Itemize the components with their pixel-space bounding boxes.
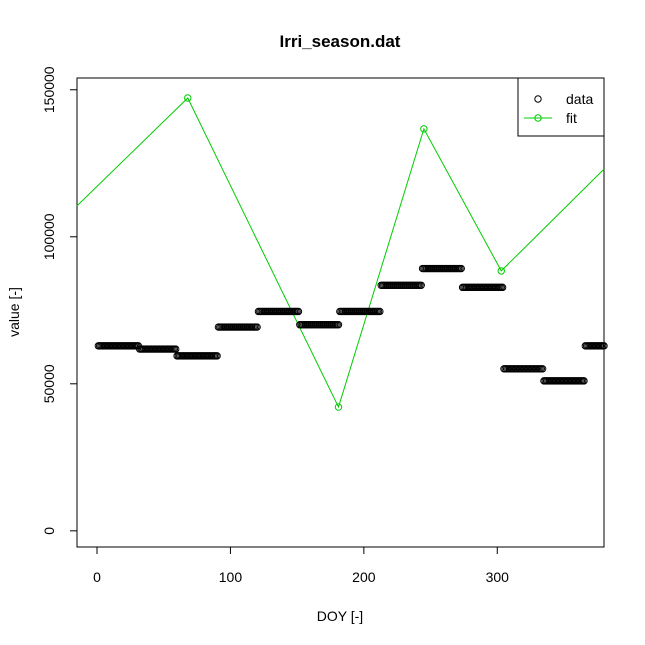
data-point <box>172 345 180 353</box>
data-point <box>580 377 588 385</box>
fit-point <box>420 125 428 133</box>
fit-point <box>334 403 343 411</box>
data-point <box>253 323 261 331</box>
legend-data-label: data <box>566 91 593 107</box>
data-point <box>376 307 384 316</box>
x-tick-label: 0 <box>93 569 101 585</box>
legend-box <box>517 77 605 137</box>
x-axis: 0 100 200 300 <box>93 546 510 585</box>
data-point <box>498 283 507 292</box>
x-axis-label: DOY [-] <box>317 608 363 624</box>
x-tick-label: 100 <box>219 569 243 585</box>
y-tick-label: 100000 <box>41 213 57 260</box>
y-tick-label: 0 <box>41 527 57 535</box>
y-tick-label: 50000 <box>41 364 57 403</box>
legend: data fit <box>517 77 605 137</box>
legend-fit-marker <box>534 114 542 122</box>
data-point <box>417 281 425 290</box>
legend-data-marker <box>534 95 542 103</box>
fit-point <box>184 94 192 102</box>
y-tick-label: 150000 <box>41 66 57 113</box>
chart-title: Irri_season.dat <box>280 32 401 51</box>
x-tick-label: 300 <box>486 569 510 585</box>
data-series <box>94 264 608 385</box>
y-axis-label: value [-] <box>6 287 22 337</box>
legend-fit-label: fit <box>566 110 577 126</box>
data-point <box>294 307 303 316</box>
data-point <box>538 365 547 373</box>
fit-point <box>497 267 505 275</box>
data-point <box>213 352 221 360</box>
x-tick-label: 200 <box>352 569 376 585</box>
y-axis: 0 50000 100000 150000 <box>41 66 78 535</box>
fit-series <box>76 94 605 411</box>
fit-line <box>76 97 605 409</box>
data-point <box>600 342 608 350</box>
data-point <box>457 264 465 273</box>
data-point <box>334 321 343 329</box>
